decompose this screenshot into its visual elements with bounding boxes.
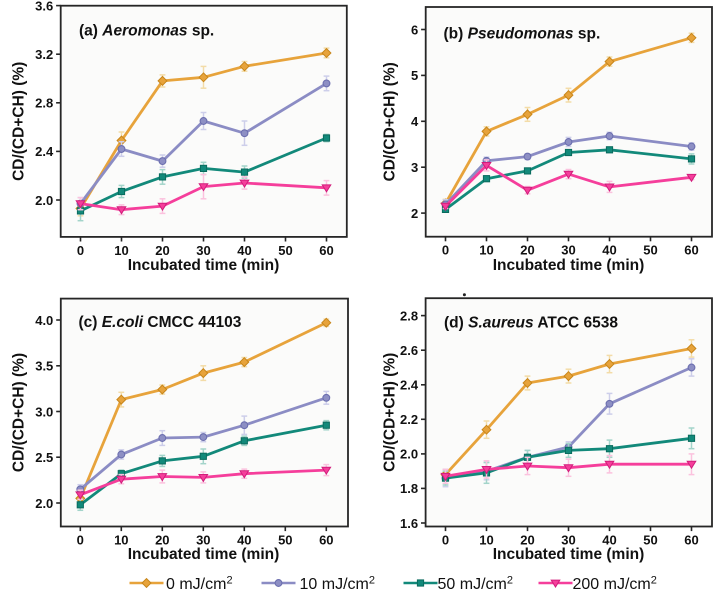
svg-text:3.6: 3.6	[35, 0, 53, 13]
svg-text:6: 6	[411, 22, 418, 37]
svg-text:10 mJ/cm2: 10 mJ/cm2	[300, 575, 375, 594]
svg-text:3.0: 3.0	[35, 404, 53, 419]
svg-text:2.2: 2.2	[400, 412, 418, 427]
svg-text:40: 40	[602, 532, 616, 547]
svg-text:20: 20	[155, 532, 169, 547]
svg-text:1.8: 1.8	[400, 481, 418, 496]
svg-text:30: 30	[196, 243, 210, 258]
svg-text:10: 10	[114, 532, 128, 547]
svg-text:CD/(CD+CH) (%): CD/(CD+CH) (%)	[11, 353, 28, 472]
svg-text:Incubated time (min): Incubated time (min)	[128, 257, 280, 274]
svg-text:2.5: 2.5	[35, 450, 53, 465]
svg-text:2.8: 2.8	[400, 308, 418, 323]
svg-text:2.0: 2.0	[35, 193, 53, 208]
svg-text:(b) Pseudomonas sp.: (b) Pseudomonas sp.	[444, 25, 601, 42]
svg-text:3: 3	[411, 160, 418, 175]
svg-text:5: 5	[411, 68, 418, 83]
svg-text:40: 40	[602, 243, 616, 258]
svg-text:10: 10	[479, 243, 493, 258]
svg-text:60: 60	[684, 532, 698, 547]
svg-text:2.4: 2.4	[35, 144, 54, 159]
svg-text:50: 50	[278, 532, 292, 547]
svg-text:CD/(CD+CH) (%): CD/(CD+CH) (%)	[381, 353, 398, 472]
svg-text:2.0: 2.0	[35, 496, 53, 511]
svg-text:Incubated time (min): Incubated time (min)	[493, 546, 645, 563]
svg-text:20: 20	[520, 243, 534, 258]
svg-text:4: 4	[411, 114, 419, 129]
svg-text:0 mJ/cm2: 0 mJ/cm2	[166, 575, 233, 594]
svg-text:1.6: 1.6	[400, 516, 418, 531]
svg-text:3.5: 3.5	[35, 359, 53, 374]
svg-text:50: 50	[643, 243, 657, 258]
svg-text:Incubated time (min): Incubated time (min)	[493, 257, 645, 274]
svg-text:(a) Aeromonas sp.: (a) Aeromonas sp.	[79, 23, 214, 40]
svg-text:30: 30	[196, 532, 210, 547]
svg-text:2.8: 2.8	[35, 96, 53, 111]
svg-text:CD/(CD+CH) (%): CD/(CD+CH) (%)	[381, 62, 398, 181]
svg-text:30: 30	[561, 532, 575, 547]
svg-text:0: 0	[77, 243, 84, 258]
svg-text:20: 20	[520, 532, 534, 547]
svg-text:30: 30	[561, 243, 575, 258]
svg-text:10: 10	[114, 243, 128, 258]
svg-text:2.6: 2.6	[400, 343, 418, 358]
svg-text:60: 60	[319, 532, 333, 547]
svg-text:0: 0	[442, 243, 449, 258]
svg-text:3.2: 3.2	[35, 47, 53, 62]
svg-text:(d) S.aureus ATCC 6538: (d) S.aureus ATCC 6538	[444, 314, 618, 331]
svg-text:200 mJ/cm2: 200 mJ/cm2	[573, 575, 657, 594]
svg-text:50 mJ/cm2: 50 mJ/cm2	[438, 575, 513, 594]
svg-text:20: 20	[155, 243, 169, 258]
svg-text:40: 40	[237, 532, 251, 547]
svg-text:50: 50	[278, 243, 292, 258]
svg-text:0: 0	[77, 532, 84, 547]
svg-text:40: 40	[237, 243, 251, 258]
svg-text:Incubated time (min): Incubated time (min)	[128, 546, 280, 563]
svg-text:(c) E.coli CMCC 44103: (c) E.coli CMCC 44103	[79, 314, 242, 331]
svg-text:CD/(CD+CH) (%): CD/(CD+CH) (%)	[11, 62, 28, 181]
svg-text:2: 2	[411, 206, 418, 221]
svg-text:4.0: 4.0	[35, 313, 53, 328]
svg-text:2.0: 2.0	[400, 447, 418, 462]
svg-text:60: 60	[684, 243, 698, 258]
svg-text:50: 50	[643, 532, 657, 547]
svg-text:60: 60	[319, 243, 333, 258]
svg-text:2.4: 2.4	[400, 378, 419, 393]
svg-text:0: 0	[442, 532, 449, 547]
svg-text:10: 10	[479, 532, 493, 547]
